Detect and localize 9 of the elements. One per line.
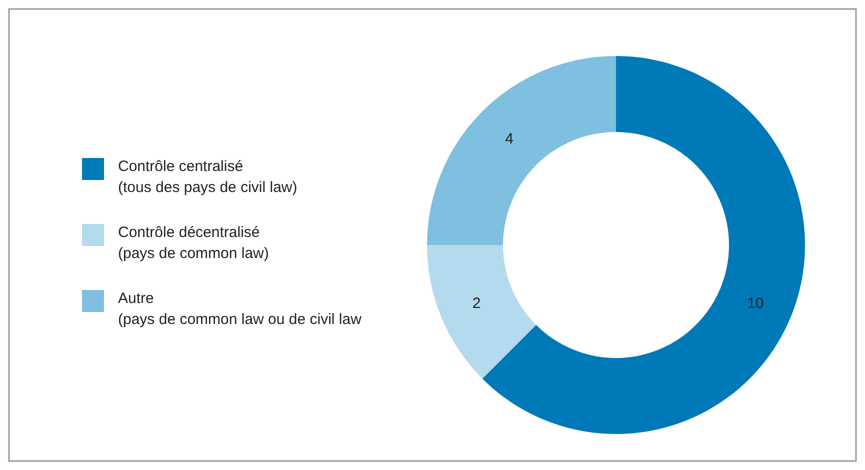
data-label: 10	[747, 295, 764, 312]
donut-slice	[427, 245, 536, 379]
data-label: 2	[472, 295, 481, 312]
data-label: 4	[505, 130, 514, 148]
donut-slice	[482, 56, 805, 434]
legend-label: Contrôle centralisé (tous des pays de civil law)	[118, 158, 298, 196]
legend-label: Autre (pays de common law ou de civil law	[118, 290, 362, 328]
donut-slice	[427, 56, 616, 245]
legend-label: Contrôle décentralisé (pays de common law)	[118, 224, 269, 262]
